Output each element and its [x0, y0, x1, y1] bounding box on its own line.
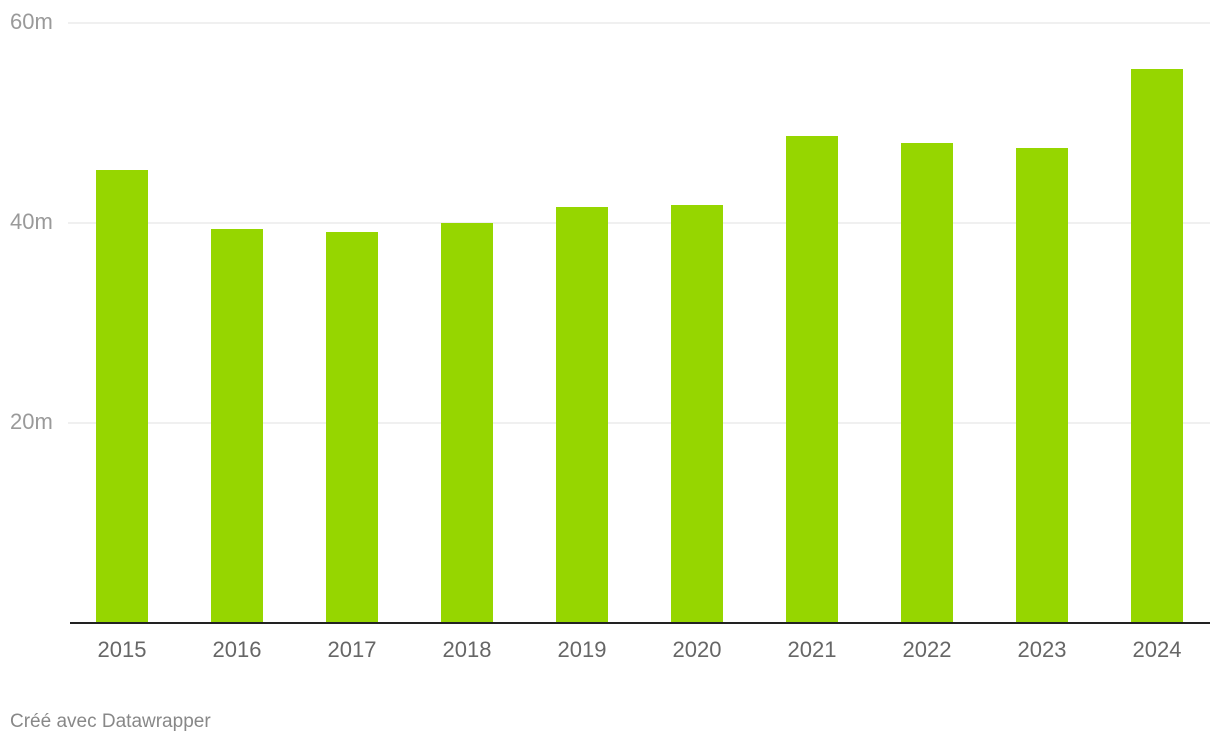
bar — [96, 170, 148, 623]
y-tick-label: 40m — [10, 209, 53, 234]
x-tick-label: 2022 — [903, 637, 952, 662]
bar — [556, 207, 608, 623]
x-tick-label: 2016 — [213, 637, 262, 662]
x-tick-label: 2017 — [328, 637, 377, 662]
y-tick-label: 20m — [10, 409, 53, 434]
x-tick-label: 2021 — [788, 637, 837, 662]
bar — [211, 229, 263, 623]
x-tick-label: 2024 — [1133, 637, 1182, 662]
bar — [1131, 69, 1183, 623]
x-tick-label: 2020 — [673, 637, 722, 662]
y-tick-label: 60m — [10, 9, 53, 34]
bar — [326, 232, 378, 623]
bar — [441, 223, 493, 623]
credit: Créé avec Datawrapper — [10, 711, 211, 732]
x-tick-label: 2023 — [1018, 637, 1067, 662]
bar — [671, 205, 723, 623]
bar — [1016, 148, 1068, 623]
x-tick-label: 2019 — [558, 637, 607, 662]
bar — [786, 136, 838, 623]
x-tick-label: 2015 — [98, 637, 147, 662]
bar — [901, 143, 953, 623]
x-tick-label: 2018 — [443, 637, 492, 662]
